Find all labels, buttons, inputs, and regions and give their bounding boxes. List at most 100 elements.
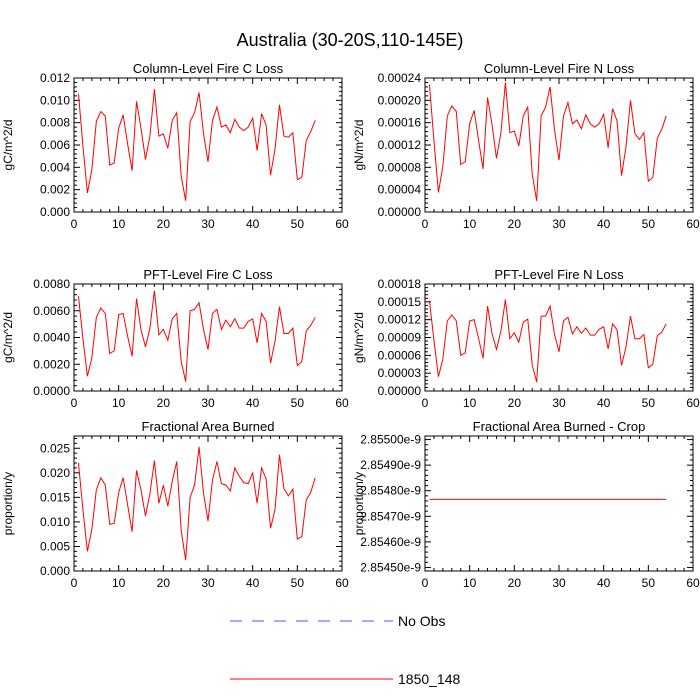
panels-group: Column-Level Fire C Loss gC/m^2/d 0 10 20 30 4… bbox=[1, 61, 700, 590]
x-tick-label: 60 bbox=[335, 396, 349, 410]
panel-pft-fire-c: PFT-Level Fire C Loss gC/m^2/d 0 10 20 30 40 50… bbox=[1, 267, 349, 410]
x-tick-label: 30 bbox=[201, 576, 215, 590]
y-tick-label: 0.0020 bbox=[33, 357, 70, 371]
y-tick-label: 2.85470e-9 bbox=[360, 509, 421, 523]
x-tick-label: 30 bbox=[201, 217, 215, 231]
x-tick-label: 60 bbox=[335, 217, 349, 231]
x-tick-label: 30 bbox=[552, 576, 566, 590]
x-tick-label: 20 bbox=[157, 396, 171, 410]
panel-title: Fractional Area Burned - Crop bbox=[473, 419, 646, 434]
y-tick-label: 0.00003 bbox=[378, 366, 422, 380]
legend: No Obs 1850_148 bbox=[230, 613, 461, 687]
x-tick-label: 40 bbox=[246, 576, 260, 590]
x-tick-label: 60 bbox=[686, 576, 700, 590]
y-axis-label: proportion/y bbox=[1, 472, 15, 535]
x-tick-label: 10 bbox=[463, 576, 477, 590]
y-tick-label: 0.00000 bbox=[378, 205, 422, 219]
y-tick-label: 0.00018 bbox=[378, 277, 422, 291]
y-axis-label: gC/m^2/d bbox=[1, 312, 15, 363]
panel-title: Fractional Area Burned bbox=[142, 419, 275, 434]
x-tick-label: 40 bbox=[246, 396, 260, 410]
x-tick-label: 10 bbox=[112, 217, 126, 231]
panel-title: Column-Level Fire C Loss bbox=[133, 61, 284, 76]
y-tick-label: 0.012 bbox=[40, 71, 70, 85]
panel-area-burned: Fractional Area Burned proportion/y 0 10 20 3… bbox=[1, 419, 349, 590]
x-tick-label: 30 bbox=[201, 396, 215, 410]
y-tick-label: 0.00020 bbox=[378, 93, 422, 107]
x-tick-label: 20 bbox=[508, 576, 522, 590]
y-tick-label: 2.85450e-9 bbox=[360, 560, 421, 574]
panel-column-fire-c: Column-Level Fire C Loss gC/m^2/d 0 10 20 30 4… bbox=[1, 61, 349, 231]
y-tick-label: 2.85490e-9 bbox=[360, 458, 421, 472]
y-tick-label: 0.0000 bbox=[33, 384, 70, 398]
x-tick-label: 60 bbox=[686, 217, 700, 231]
x-tick-label: 50 bbox=[291, 217, 305, 231]
x-tick-label: 0 bbox=[71, 576, 78, 590]
series-line-pft-fire-c bbox=[77, 290, 316, 382]
x-tick-label: 10 bbox=[112, 396, 126, 410]
x-tick-label: 10 bbox=[463, 396, 477, 410]
y-tick-label: 0.005 bbox=[40, 539, 70, 553]
y-tick-label: 0.00016 bbox=[378, 116, 422, 130]
x-tick-label: 60 bbox=[335, 576, 349, 590]
x-tick-label: 40 bbox=[597, 217, 611, 231]
y-tick-label: 0.002 bbox=[40, 183, 70, 197]
y-tick-label: 0.010 bbox=[40, 515, 70, 529]
x-tick-label: 20 bbox=[508, 396, 522, 410]
panel-frame bbox=[73, 77, 343, 213]
panel-frame bbox=[424, 77, 694, 213]
series-line-area-burned bbox=[77, 446, 316, 561]
y-axis-label: gC/m^2/d bbox=[1, 120, 15, 171]
y-tick-label: 0.00008 bbox=[378, 160, 422, 174]
panel-frame bbox=[73, 283, 343, 392]
series-line-pft-fire-n bbox=[428, 299, 667, 383]
x-tick-label: 50 bbox=[291, 576, 305, 590]
legend-label-no-obs: No Obs bbox=[398, 613, 445, 629]
y-tick-label: 0.00024 bbox=[378, 71, 422, 85]
panel-area-burned-crop: Fractional Area Burned - Crop proportion/… bbox=[352, 419, 700, 590]
x-tick-label: 60 bbox=[686, 396, 700, 410]
y-tick-label: 0.006 bbox=[40, 138, 70, 152]
x-tick-label: 10 bbox=[112, 576, 126, 590]
y-tick-label: 0.00012 bbox=[378, 138, 422, 152]
x-tick-label: 0 bbox=[71, 217, 78, 231]
y-tick-label: 0.0060 bbox=[33, 304, 70, 318]
panel-pft-fire-n: PFT-Level Fire N Loss gN/m^2/d 0 10 20 30 40 50… bbox=[352, 267, 700, 410]
x-tick-label: 40 bbox=[246, 217, 260, 231]
y-axis-label: gN/m^2/d bbox=[352, 120, 366, 171]
y-tick-label: 0.00009 bbox=[378, 331, 422, 345]
x-tick-label: 50 bbox=[642, 396, 656, 410]
x-tick-label: 0 bbox=[422, 396, 429, 410]
y-tick-label: 0.0080 bbox=[33, 277, 70, 291]
y-tick-label: 2.85480e-9 bbox=[360, 484, 421, 498]
y-tick-label: 0.000 bbox=[40, 205, 70, 219]
y-tick-label: 0.010 bbox=[40, 93, 70, 107]
y-tick-label: 0.00012 bbox=[378, 313, 422, 327]
panel-title: PFT-Level Fire N Loss bbox=[494, 267, 624, 282]
x-tick-label: 50 bbox=[642, 576, 656, 590]
x-tick-label: 20 bbox=[508, 217, 522, 231]
x-tick-label: 20 bbox=[157, 217, 171, 231]
x-tick-label: 0 bbox=[422, 576, 429, 590]
x-tick-label: 30 bbox=[552, 396, 566, 410]
panel-title: Column-Level Fire N Loss bbox=[484, 61, 635, 76]
y-tick-label: 0.00004 bbox=[378, 183, 422, 197]
y-axis-label: proportion/y bbox=[352, 472, 366, 535]
y-tick-label: 0.015 bbox=[40, 490, 70, 504]
x-tick-label: 50 bbox=[291, 396, 305, 410]
x-tick-label: 0 bbox=[71, 396, 78, 410]
legend-label-1850-148: 1850_148 bbox=[398, 671, 461, 687]
panel-title: PFT-Level Fire C Loss bbox=[143, 267, 273, 282]
panel-frame bbox=[73, 435, 343, 572]
y-tick-label: 0.004 bbox=[40, 160, 70, 174]
y-tick-label: 0.00006 bbox=[378, 348, 422, 362]
y-tick-label: 0.025 bbox=[40, 441, 70, 455]
y-tick-label: 0.00000 bbox=[378, 384, 422, 398]
x-tick-label: 50 bbox=[642, 217, 656, 231]
y-tick-label: 2.85460e-9 bbox=[360, 535, 421, 549]
y-tick-label: 0.00015 bbox=[378, 295, 422, 309]
y-tick-label: 0.0040 bbox=[33, 331, 70, 345]
y-axis-label: gN/m^2/d bbox=[352, 312, 366, 363]
y-tick-label: 2.85500e-9 bbox=[360, 433, 421, 447]
